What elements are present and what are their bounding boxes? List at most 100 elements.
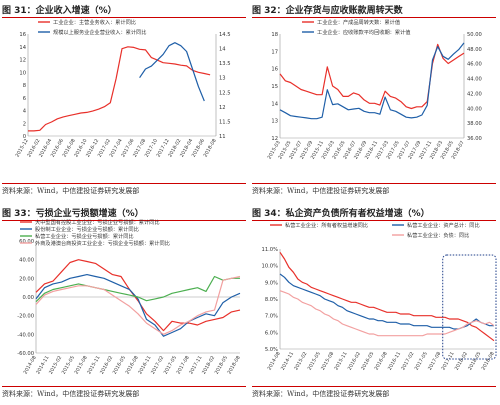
y-tick-label: 40.00 — [19, 258, 34, 264]
legend-label: 私营工业企业：亏损企业亏损额：累计同比 — [35, 232, 134, 240]
y-tick-label: 60.00 — [19, 239, 34, 245]
y2-tick-label: 44.00 — [467, 77, 482, 83]
y2-tick-label: 11.5 — [219, 119, 231, 125]
y2-tick-label: 48.00 — [467, 47, 482, 53]
y-tick-label: 6 — [23, 96, 26, 102]
x-tick-label: 2018-05 — [467, 351, 482, 371]
y-tick-label: 7.0% — [265, 314, 278, 320]
series-line-0 — [279, 251, 495, 342]
source-rule — [252, 386, 496, 387]
y2-tick-label: 14 — [219, 47, 226, 53]
x-tick-label: 2017-11 — [440, 351, 455, 371]
y2-tick-label: 12.5 — [219, 90, 231, 96]
series-line-0 — [35, 259, 241, 332]
x-tick-label: 2017-08 — [427, 351, 442, 371]
y-tick-label: 10 — [19, 70, 26, 76]
legend-label: 私营工业企业：负债：同比 — [407, 231, 469, 239]
y2-tick-label: 12 — [219, 105, 226, 111]
y2-tick-label: 42.00 — [467, 91, 482, 97]
y-tick-label: 12 — [19, 58, 26, 64]
y-tick-label: 14 — [271, 101, 278, 107]
series-line-2 — [279, 290, 495, 337]
series-line-0 — [28, 46, 211, 132]
legend-label: 股份制工业企业：亏损企业亏损额：累计同比 — [35, 225, 139, 233]
series-line-3 — [35, 275, 241, 335]
legend-label: 私营工业企业：资产总计：同比 — [407, 221, 480, 229]
series-line-1 — [139, 42, 205, 102]
legend-label: 工业企业：产成品周转天数：累计值 — [317, 18, 400, 26]
y2-tick-label: 50.00 — [467, 32, 482, 38]
chart-source: 资料来源：Wind，中信建投证券研究发展部 — [2, 187, 140, 195]
y-tick-label: 16 — [19, 32, 26, 38]
title-rule — [252, 17, 496, 18]
y-tick-label: 4 — [23, 109, 27, 115]
chart-source: 资料来源：Wind，中信建投证券研究发展部 — [2, 390, 140, 398]
y-tick-label: 0 — [23, 134, 26, 140]
y2-tick-label: 11 — [219, 134, 226, 140]
title-rule — [252, 220, 496, 221]
y-tick-label: 12 — [271, 136, 278, 142]
y-tick-label: 0.00 — [22, 295, 34, 301]
x-tick-label: 2017-05 — [414, 351, 429, 371]
chart-31-svg: 02468101214161111.51212.51313.51414.5201… — [15, 18, 231, 158]
legend-label: 私营工业企业：所有者权益增速同比 — [285, 221, 368, 229]
chart-title: 图 34：私企资产负债所有者权益增速（%） — [252, 209, 430, 219]
y-tick-label: 5.0% — [265, 347, 278, 353]
title-rule — [2, 220, 246, 221]
y-tick-label: 17 — [271, 49, 278, 55]
chart-panel-33: 图 33：亏损企业亏损额增速（%） -60.00 -40.00 -20.00 0.00… — [0, 203, 250, 405]
source-rule — [2, 183, 246, 184]
y-tick-label: 11.0% — [262, 247, 279, 253]
x-tick-label: 2016-08 — [374, 351, 389, 371]
y2-tick-label: 36.00 — [467, 136, 482, 142]
chart-title: 图 31：企业收入增速（%） — [2, 6, 117, 16]
series-line-1 — [279, 42, 465, 120]
x-tick-label: 2016-02 — [347, 351, 362, 371]
chart-panel-31: 图 31：企业收入增速（%） 0 2 4 6 8 10 12 14 16 11 11.5 12 12.5… — [0, 0, 250, 202]
y-tick-label: 13 — [271, 119, 278, 125]
series-line-0 — [279, 43, 465, 110]
source-rule — [2, 386, 246, 387]
y2-tick-label: 40.00 — [467, 106, 482, 112]
legend-label: 大中型国有控股工业企业：亏损企业亏损额：累计同比 — [35, 218, 160, 226]
x-tick-label: 2015-02 — [293, 351, 308, 371]
legend-label: 规模以上服务业企业营业收入：累计同比 — [53, 28, 146, 36]
y-tick-label: 9.0% — [265, 280, 278, 286]
x-tick-label: 2014-08 — [267, 351, 282, 371]
y-tick-label: 18 — [271, 32, 278, 38]
x-tick-label: 2014-11 — [280, 351, 295, 371]
series-line-2 — [35, 275, 240, 303]
chart-33-svg: -60.00-40.00-20.000.0020.0040.0060.00201… — [17, 218, 241, 375]
legend-label: 工业企业：主营业务收入：累计同比 — [53, 18, 136, 26]
x-tick-label: 2018-08 — [481, 351, 496, 371]
series-line-1 — [35, 273, 241, 337]
x-tick-label: 2016-11 — [387, 351, 402, 371]
chart-title: 图 32：企业存货与应收账款周转天数 — [252, 6, 403, 16]
y-tick-label: -20.00 — [17, 314, 34, 320]
highlight-box — [442, 254, 497, 360]
y2-tick-label: 46.00 — [467, 62, 482, 68]
chart-source: 资料来源：Wind，中信建投证券研究发展部 — [252, 390, 390, 398]
y-tick-label: 16 — [271, 67, 278, 73]
legend-label: 工业企业：应收账款平均回收期：累计值 — [317, 28, 410, 36]
chart-34-svg: 5.0%6.0%7.0%8.0%9.0%10.0%11.0%2014-08 201… — [262, 221, 497, 371]
y-tick-label: 8 — [23, 83, 26, 89]
chart-panel-34: 图 34：私企资产负债所有者权益增速（%） 5.0% 6.0% 7.0% 8.0% 9.… — [250, 203, 500, 405]
y2-tick-label: 13.5 — [219, 61, 231, 67]
x-tick-label: 2015-05 — [307, 351, 322, 371]
title-rule — [2, 17, 246, 18]
x-tick-label: 2017-02 — [400, 351, 415, 371]
y-tick-label: 8.0% — [265, 297, 278, 303]
chart-title: 图 33：亏损企业亏损额增速（%） — [2, 209, 144, 219]
y-tick-label: 10.0% — [262, 264, 279, 270]
y2-tick-label: 38.00 — [467, 121, 482, 127]
y-tick-label: -60.00 — [17, 351, 34, 357]
chart-source: 资料来源：Wind，中信建投证券研究发展部 — [252, 187, 390, 195]
chart-32-svg: 12 13 14 15 16 17 18 36.00 38.00 40.00 42.00 44.00 4… — [267, 18, 482, 160]
y-tick-label: 15 — [271, 84, 278, 90]
y-tick-label: 20.00 — [19, 276, 34, 282]
chart-panel-32: 图 32：企业存货与应收账款周转天数 12 13 14 15 16 17 18 36.00 38… — [250, 0, 500, 202]
y-tick-label: 6.0% — [265, 330, 278, 336]
y2-tick-label: 13 — [219, 76, 226, 82]
y2-tick-label: 14.5 — [219, 32, 231, 38]
